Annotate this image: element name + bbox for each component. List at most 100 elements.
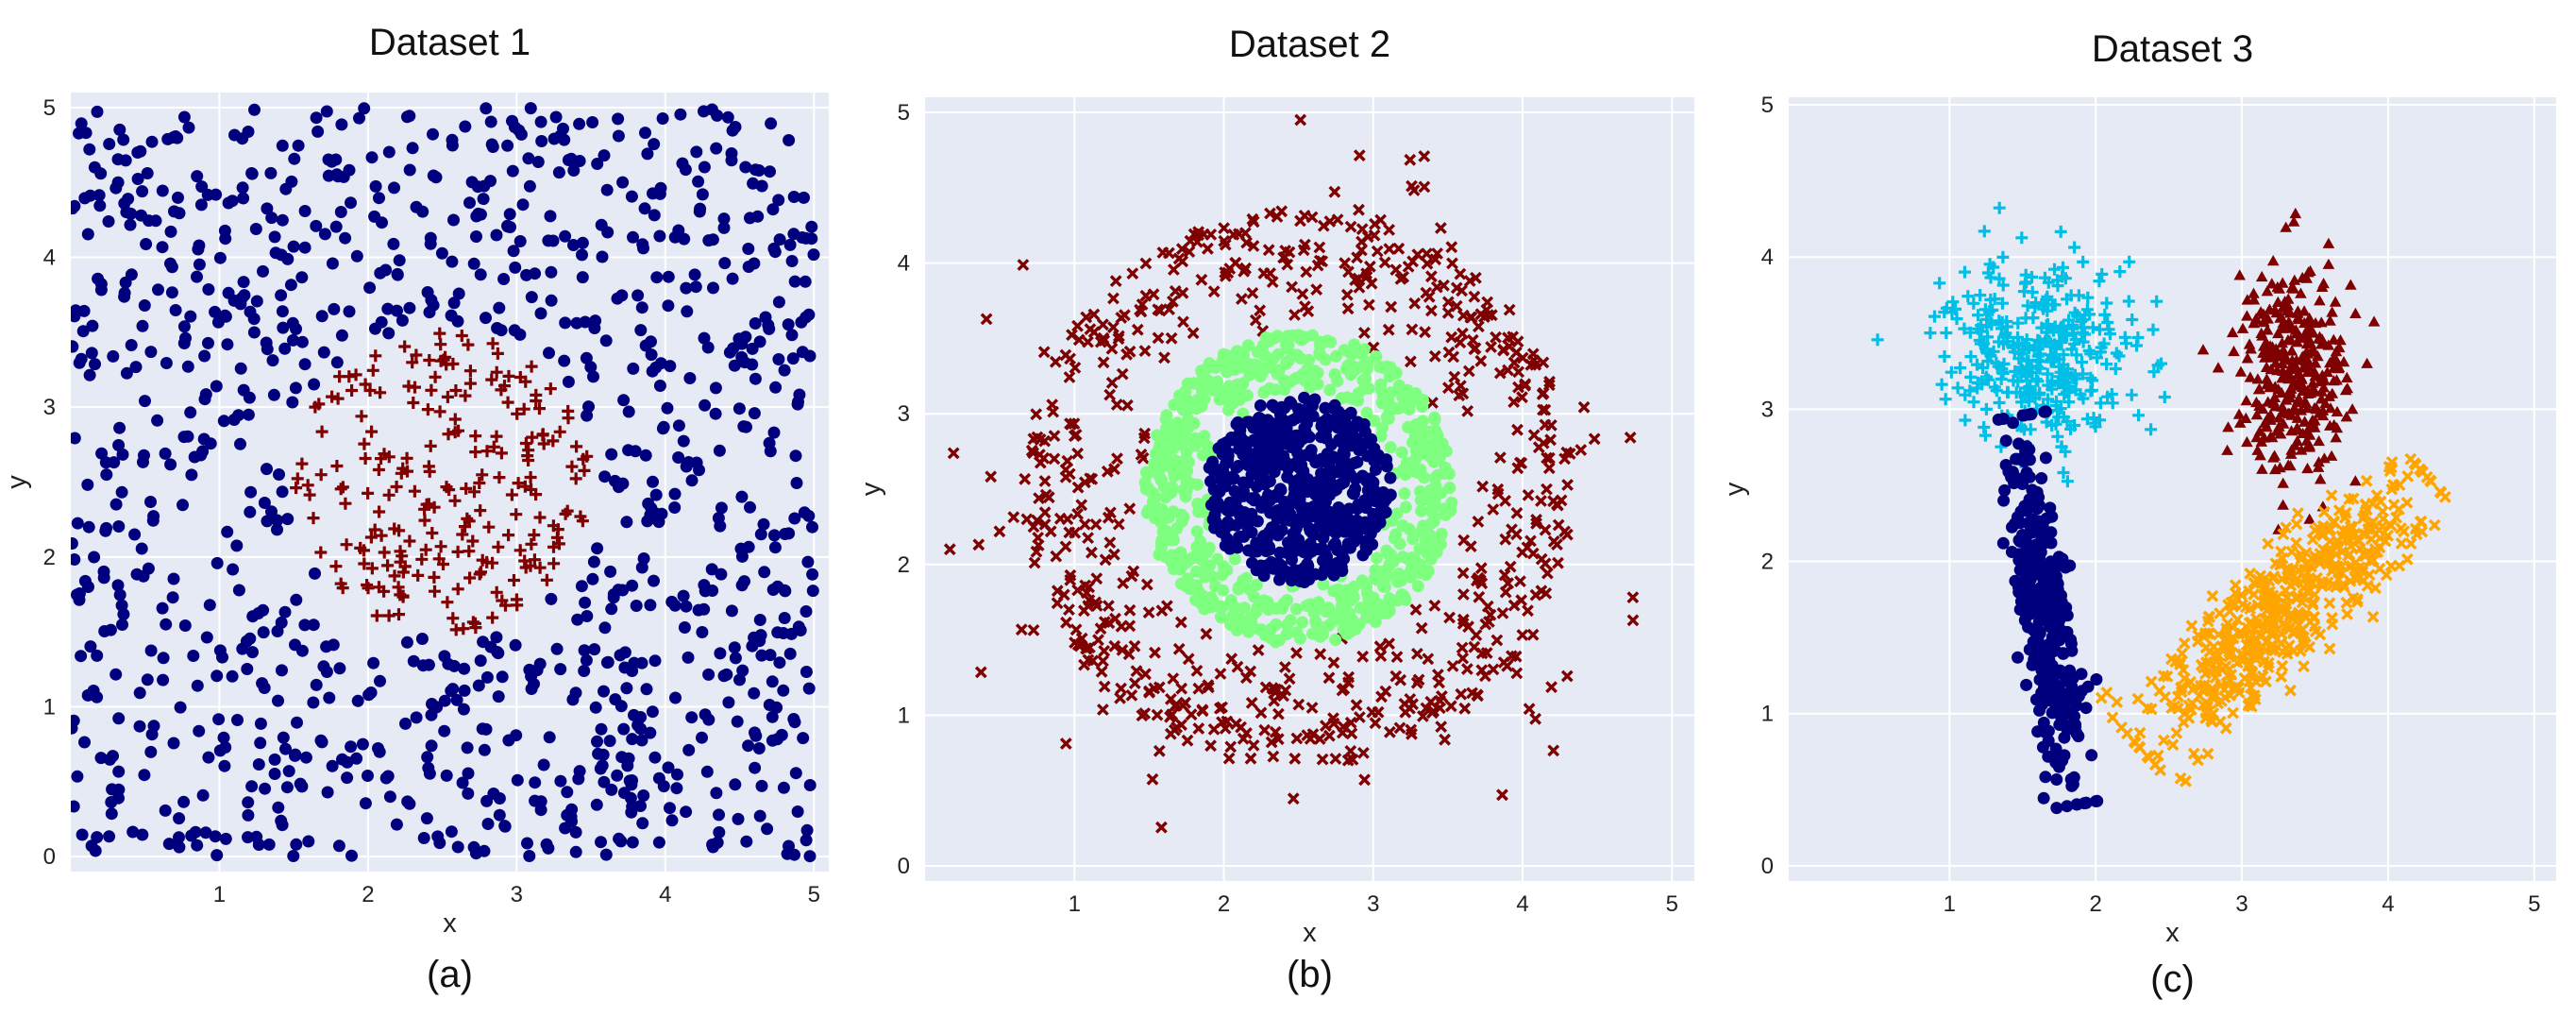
data-point — [637, 552, 650, 565]
data-point — [2317, 278, 2330, 289]
data-point — [1183, 455, 1195, 468]
data-point — [1172, 252, 1186, 265]
data-point — [1373, 640, 1387, 653]
data-point — [1237, 530, 1251, 543]
data-point — [410, 711, 423, 724]
data-point — [2197, 344, 2210, 355]
data-point — [2062, 381, 2075, 394]
data-point — [1563, 448, 1576, 460]
data-point — [699, 585, 712, 598]
data-point — [1123, 345, 1136, 358]
data-point — [1348, 421, 1361, 434]
data-point — [753, 614, 766, 626]
data-point — [1415, 621, 1428, 635]
data-point — [1409, 418, 1423, 432]
data-point — [441, 390, 454, 403]
data-point — [683, 372, 697, 384]
data-point — [403, 797, 416, 810]
y-axis-label: y — [856, 482, 886, 496]
data-point — [544, 210, 557, 223]
data-point — [1443, 611, 1456, 624]
data-point — [2290, 536, 2303, 550]
data-point — [167, 572, 180, 585]
data-point — [1165, 534, 1178, 547]
data-point — [1478, 670, 1491, 683]
data-point — [1047, 405, 1060, 418]
data-point — [634, 711, 648, 723]
data-point — [378, 546, 391, 559]
data-point — [434, 338, 447, 351]
data-point — [728, 641, 741, 654]
data-point — [1626, 614, 1640, 627]
data-point — [245, 780, 259, 793]
data-point — [576, 248, 588, 262]
data-point — [493, 808, 506, 822]
data-point — [122, 193, 135, 206]
data-point — [2093, 275, 2106, 288]
data-point — [2368, 543, 2382, 555]
data-point — [514, 235, 527, 247]
data-point — [1527, 429, 1541, 442]
data-point — [320, 105, 333, 118]
data-point — [1312, 455, 1325, 468]
data-point — [1335, 521, 1347, 534]
data-point — [2268, 449, 2281, 461]
data-point — [943, 543, 956, 556]
data-point — [2019, 312, 2032, 325]
data-point — [588, 643, 601, 656]
data-point — [1089, 596, 1103, 609]
data-point — [1510, 667, 1524, 680]
data-point — [591, 735, 603, 748]
data-point — [665, 814, 679, 827]
data-point — [2248, 287, 2260, 298]
data-point — [1099, 553, 1112, 567]
data-point — [1466, 333, 1479, 347]
data-point — [609, 693, 622, 706]
data-point — [715, 501, 728, 515]
data-point — [685, 711, 699, 724]
data-point — [298, 358, 311, 371]
data-point — [499, 599, 512, 612]
data-point — [329, 560, 343, 573]
data-point — [109, 498, 123, 511]
data-point — [2040, 332, 2053, 346]
data-point — [1374, 650, 1388, 663]
data-point — [545, 265, 558, 279]
data-point — [2289, 403, 2302, 415]
data-point — [1028, 556, 1041, 569]
data-point — [2006, 466, 2019, 479]
data-point — [356, 737, 369, 751]
data-point — [2033, 355, 2046, 368]
data-point — [1263, 475, 1276, 488]
data-point — [616, 477, 630, 490]
data-point — [491, 347, 504, 360]
data-point — [1487, 503, 1500, 516]
data-point — [142, 562, 155, 575]
data-point — [1355, 360, 1368, 373]
data-point — [1990, 384, 2003, 398]
data-point — [713, 808, 725, 822]
y-tick-label: 0 — [43, 844, 56, 870]
data-point — [109, 181, 123, 195]
data-point — [1924, 327, 1937, 340]
data-point — [1496, 788, 1508, 802]
data-point — [71, 770, 84, 783]
data-point — [2254, 306, 2267, 317]
data-point — [490, 229, 503, 242]
data-point — [156, 602, 169, 615]
data-point — [99, 456, 112, 469]
data-point — [2094, 414, 2106, 427]
data-point — [2055, 440, 2068, 453]
data-point — [1128, 639, 1141, 653]
data-point — [218, 759, 231, 772]
data-point — [598, 149, 611, 162]
data-point — [112, 765, 126, 778]
data-point — [476, 553, 489, 567]
data-point — [2393, 559, 2406, 572]
data-point — [1281, 330, 1294, 343]
data-point — [2113, 265, 2127, 279]
data-point — [1316, 503, 1329, 517]
data-point — [2301, 462, 2314, 474]
data-point — [1064, 568, 1077, 582]
data-point — [1254, 304, 1267, 317]
